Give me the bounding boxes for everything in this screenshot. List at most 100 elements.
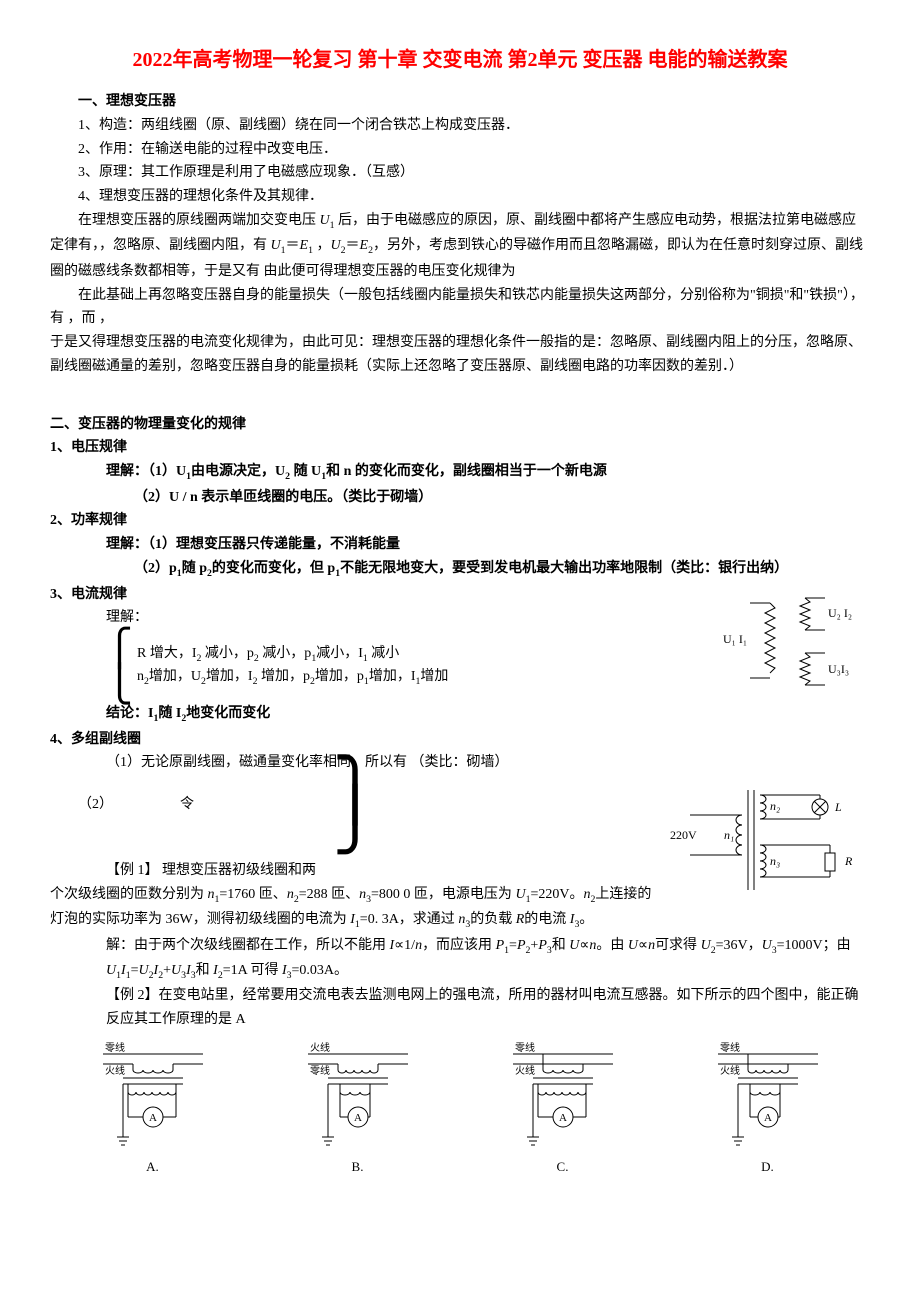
t: 。由 bbox=[596, 938, 624, 953]
big-brace-icon: ⎫⎭ bbox=[198, 775, 378, 835]
u3i3-label: U₃I₃ bbox=[828, 662, 849, 676]
ex1-circuit-diagram: 220V n₁ n₂ L n₃ R bbox=[670, 775, 870, 905]
t: 在理想变压器的原线圈两端加交变电压 bbox=[78, 213, 320, 228]
opt-b-diagram: A 火线 零线 bbox=[298, 1042, 418, 1152]
t: ∝ bbox=[638, 938, 648, 953]
t: 的负载 bbox=[470, 912, 516, 927]
ex1-solution: 解：由于两个次级线圈都在工作，所以不能用 I∝1/n，而应该用 P1=P2+P3… bbox=[50, 934, 870, 985]
fire-line-label: 火线 bbox=[105, 1064, 125, 1077]
sec1-p3: 3、原理：其工作原理是利用了电磁感应现象．（互感） bbox=[50, 161, 870, 185]
zero-line-label: 零线 bbox=[310, 1064, 330, 1077]
t: 地变化而变化 bbox=[186, 706, 270, 721]
opt-b-label: B. bbox=[298, 1156, 418, 1178]
section-2-head: 二、变压器的物理量变化的规律 bbox=[50, 413, 870, 437]
t: （2）p bbox=[134, 561, 177, 576]
ex1-head: 【例 1】 理想变压器初级线圈和两 bbox=[50, 859, 660, 883]
sec1-para3: 于是又得理想变压器的电流变化规律为，由此可见：理想变压器的理想化条件一般指的是：… bbox=[50, 331, 870, 379]
t: 增加，p bbox=[315, 669, 364, 684]
v220-label: 220V bbox=[670, 828, 697, 842]
ammeter-icon: A bbox=[764, 1112, 772, 1124]
opt-c-label: C. bbox=[503, 1156, 623, 1178]
sec1-para1: 在理想变压器的原线圈两端加交变电压 U1 后，由于电磁感应的原因，原、副线圈中都… bbox=[50, 209, 870, 284]
brace-icon: ⎧⎩ bbox=[106, 630, 133, 702]
sec2-s1-l2: （2）U / n 表示单匝线圈的电压。（类比于砌墙） bbox=[50, 486, 870, 510]
t: =288 匝、 bbox=[299, 887, 359, 902]
t: =0. 3A，求通过 bbox=[360, 912, 459, 927]
sec2-s2-l1: 理解：（1）理想变压器只传递能量，不消耗能量 bbox=[50, 533, 870, 557]
sec2-s1-l1: 理解：（1）U1由电源决定，U2 随 U1和 n 的变化而变化，副线圈相当于一个… bbox=[50, 460, 870, 485]
t: 由电源决定，U bbox=[191, 464, 285, 479]
t: 和 n 的变化而变化，副线圈相当于一个新电源 bbox=[326, 464, 607, 479]
sec2-s2-l2: （2）p1随 p2的变化而变化，但 p1不能无限地变大，要受到发电机最大输出功率… bbox=[50, 557, 870, 582]
opt-c-diagram: A 零线 火线 bbox=[503, 1042, 623, 1152]
page-title: 2022年高考物理一轮复习 第十章 交变电流 第2单元 变压器 电能的输送教案 bbox=[50, 40, 870, 80]
t: 个次级线圈的匝数分别为 bbox=[50, 887, 208, 902]
t: ， bbox=[317, 238, 331, 253]
t: =800 0 匝，电源电压为 bbox=[371, 887, 515, 902]
section-1-head: 一、理想变压器 bbox=[50, 90, 870, 114]
zero-line-label: 零线 bbox=[720, 1042, 740, 1054]
t: =1760 匝、 bbox=[219, 887, 286, 902]
zero-line-label: 零线 bbox=[105, 1042, 125, 1054]
ex2-head: 【例 2】在变电站里，经常要用交流电表去监测电网上的强电流，所用的器材叫电流互感… bbox=[50, 984, 870, 1032]
t: 不能无限地变大，要受到发电机最大输出功率地限制（类比：银行出纳） bbox=[340, 561, 788, 576]
u2i2-label: U₂ I₂ bbox=[828, 606, 852, 620]
sec2-s4-head: 4、多组副线圈 bbox=[50, 728, 710, 752]
t: 和 bbox=[196, 963, 214, 978]
fire-line-label: 火线 bbox=[720, 1064, 740, 1077]
sec2-s2-head: 2、功率规律 bbox=[50, 509, 870, 533]
n3-label: n₃ bbox=[770, 854, 780, 868]
t: ∝ bbox=[579, 938, 589, 953]
t: 减小，I bbox=[316, 646, 363, 661]
sec2-s3-bracket: ⎧⎩ R 增大，I2 减小，p2 减小，p1减小，I1 减小 n2增加，U2增加… bbox=[106, 630, 710, 702]
sec2-s3-head: 3、电流规律 bbox=[50, 583, 710, 607]
ammeter-icon: A bbox=[149, 1112, 157, 1124]
ammeter-icon: A bbox=[354, 1112, 362, 1124]
n1-label: n₁ bbox=[724, 828, 734, 842]
transformer-two-secondary-diagram: U₁ I₁ U₂ I₂ U₃I₃ bbox=[720, 583, 870, 703]
opt-b-item: A 火线 零线 B. bbox=[298, 1042, 418, 1178]
sec2-s1-head: 1、电压规律 bbox=[50, 436, 870, 460]
ex1-body: 个次级线圈的匝数分别为 n1=1760 匝、n2=288 匝、n3=800 0 … bbox=[50, 883, 660, 934]
t: 的电流 bbox=[524, 912, 570, 927]
ex2-four-options: A 零线 火线 A. bbox=[50, 1042, 870, 1178]
t: 增加，p bbox=[258, 669, 311, 684]
fire-line-label: 火线 bbox=[515, 1064, 535, 1077]
t: 增加，U bbox=[149, 669, 201, 684]
u1i1-label: U₁ I₁ bbox=[723, 632, 747, 646]
opt-a-label: A. bbox=[93, 1156, 213, 1178]
sec2-s3-conc: 结论：I1随 I2地变化而变化 bbox=[50, 702, 710, 727]
t: 减小，p bbox=[259, 646, 312, 661]
t: 令 bbox=[180, 797, 194, 812]
opt-d-label: D. bbox=[708, 1156, 828, 1178]
opt-d-diagram: A 零线 火线 bbox=[708, 1042, 828, 1152]
sec2-s4-l2: （2） 令 ⎫⎭ bbox=[50, 775, 660, 835]
t: 减小 bbox=[368, 646, 400, 661]
t: 结论：I bbox=[106, 706, 153, 721]
opt-a-diagram: A 零线 火线 bbox=[93, 1042, 213, 1152]
sec1-p2: 2、作用：在输送电能的过程中改变电压． bbox=[50, 138, 870, 162]
opt-d-item: A 零线 火线 D. bbox=[708, 1042, 828, 1178]
t: ∝1/ bbox=[394, 938, 415, 953]
t: 增加，I bbox=[369, 669, 416, 684]
R-label: R bbox=[844, 854, 853, 868]
fire-line-label: 火线 bbox=[310, 1042, 330, 1054]
t: 随 I bbox=[158, 706, 181, 721]
L-label: L bbox=[834, 800, 842, 814]
sec2-s3-l0: 理解： bbox=[50, 606, 710, 630]
t: R 增大，I bbox=[137, 646, 197, 661]
sec1-p1: 1、构造：两组线圈（原、副线圈）绕在同一个闭合铁芯上构成变压器． bbox=[50, 114, 870, 138]
t: ，而应该用 bbox=[422, 938, 496, 953]
t: =1000V；由 bbox=[777, 938, 851, 953]
n2-label: n₂ bbox=[770, 799, 780, 813]
t: （2） bbox=[78, 797, 113, 812]
t: 随 p bbox=[182, 561, 207, 576]
t: =0.03A。 bbox=[292, 963, 349, 978]
t: 可求得 bbox=[655, 938, 701, 953]
sec2-s3-l1: R 增大，I2 减小，p2 减小，p1减小，I1 减小 bbox=[137, 643, 448, 666]
sec2-s4-l1: （1）无论原副线圈，磁通量变化率相同，所以有 （类比：砌墙） bbox=[50, 751, 710, 775]
t: 的变化而变化，但 p bbox=[212, 561, 335, 576]
t: 。 bbox=[579, 912, 593, 927]
ammeter-icon: A bbox=[559, 1112, 567, 1124]
t: 增加 bbox=[420, 669, 448, 684]
